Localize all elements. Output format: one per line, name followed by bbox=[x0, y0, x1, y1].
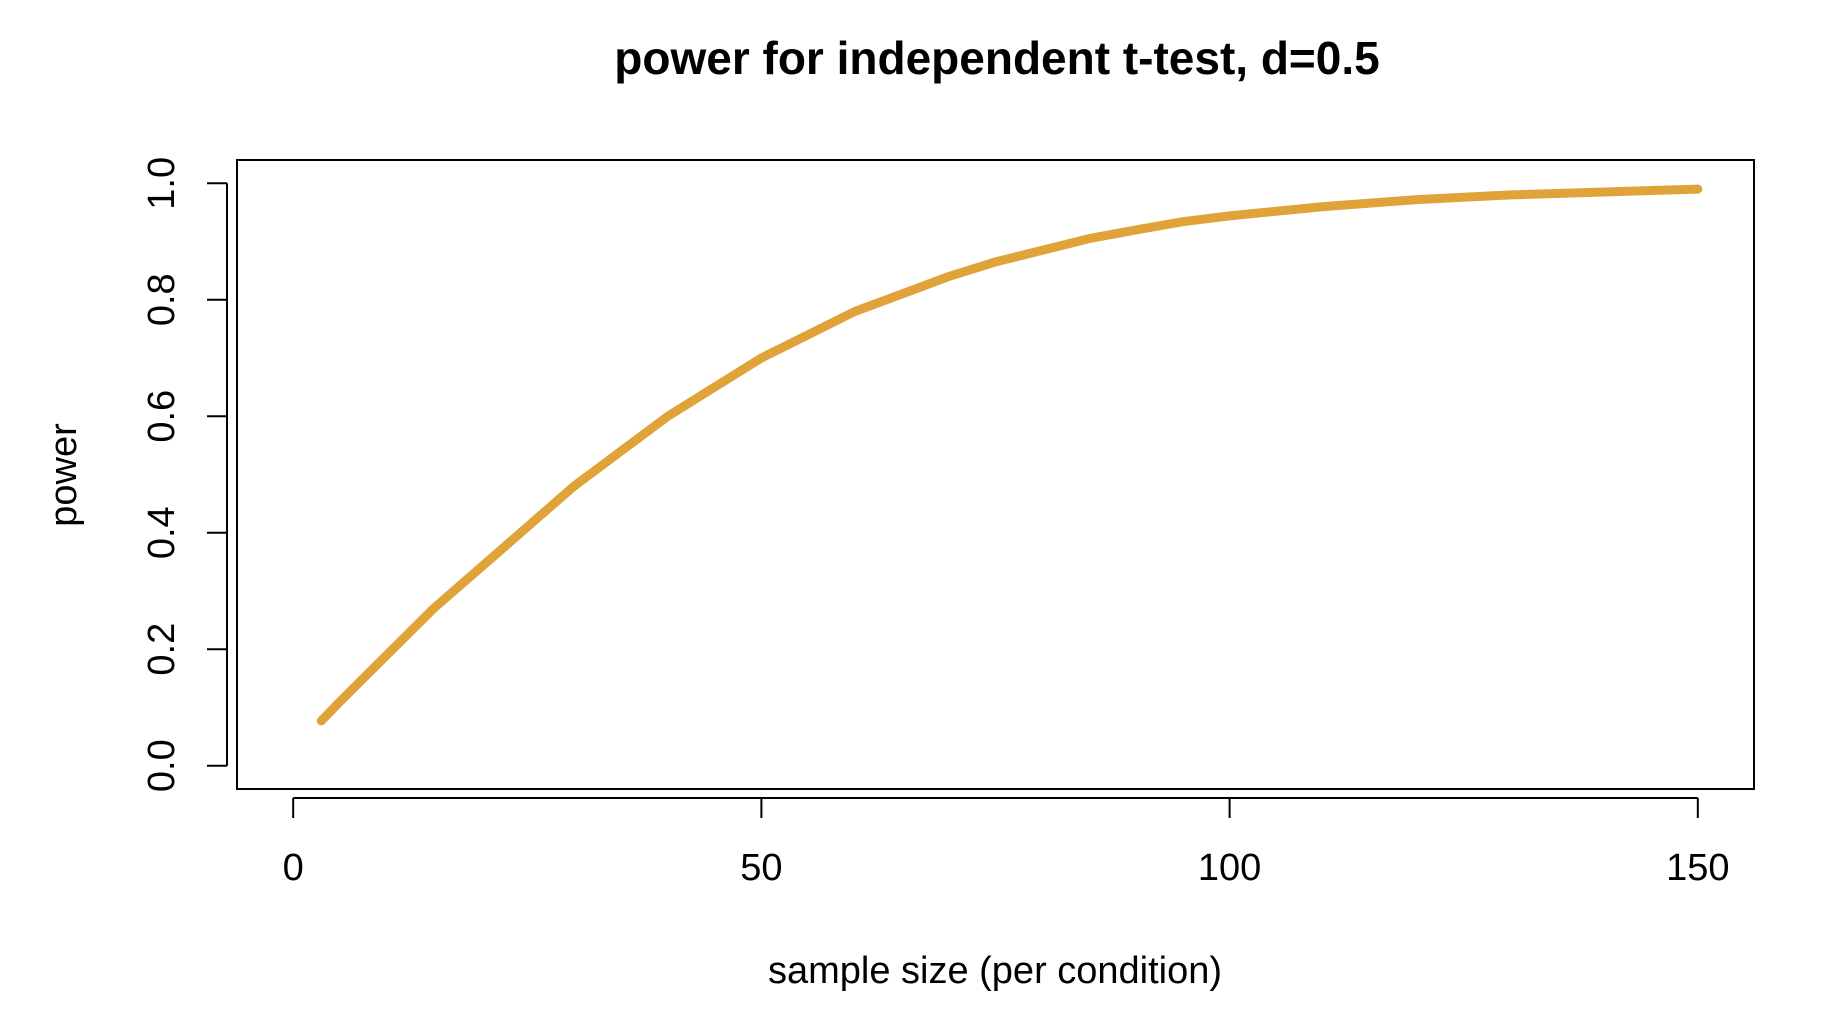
series-layer bbox=[316, 184, 1703, 726]
y-tick-label: 0.6 bbox=[141, 390, 183, 443]
y-tick-label: 0.8 bbox=[141, 273, 183, 326]
y-tick-label: 0.4 bbox=[141, 506, 183, 559]
x-tick-label: 0 bbox=[283, 847, 304, 889]
series-line bbox=[316, 184, 1703, 726]
x-tick-label: 50 bbox=[740, 847, 782, 889]
y-axis: 0.0 0.2 0.4 0.6 0.8 1.0 bbox=[141, 157, 228, 792]
y-tick-label: 0.0 bbox=[141, 739, 183, 792]
x-axis-label: sample size (per condition) bbox=[768, 950, 1222, 992]
y-tick-label: 0.2 bbox=[141, 623, 183, 676]
y-axis-label: power bbox=[43, 423, 85, 527]
x-axis: 0 50 100 150 bbox=[283, 797, 1730, 889]
x-tick-label: 100 bbox=[1198, 847, 1261, 889]
chart-title: power for independent t-test, d=0.5 bbox=[614, 32, 1379, 84]
x-tick-label: 150 bbox=[1666, 847, 1729, 889]
y-tick-label: 1.0 bbox=[141, 157, 183, 210]
plot-frame bbox=[236, 159, 1755, 790]
